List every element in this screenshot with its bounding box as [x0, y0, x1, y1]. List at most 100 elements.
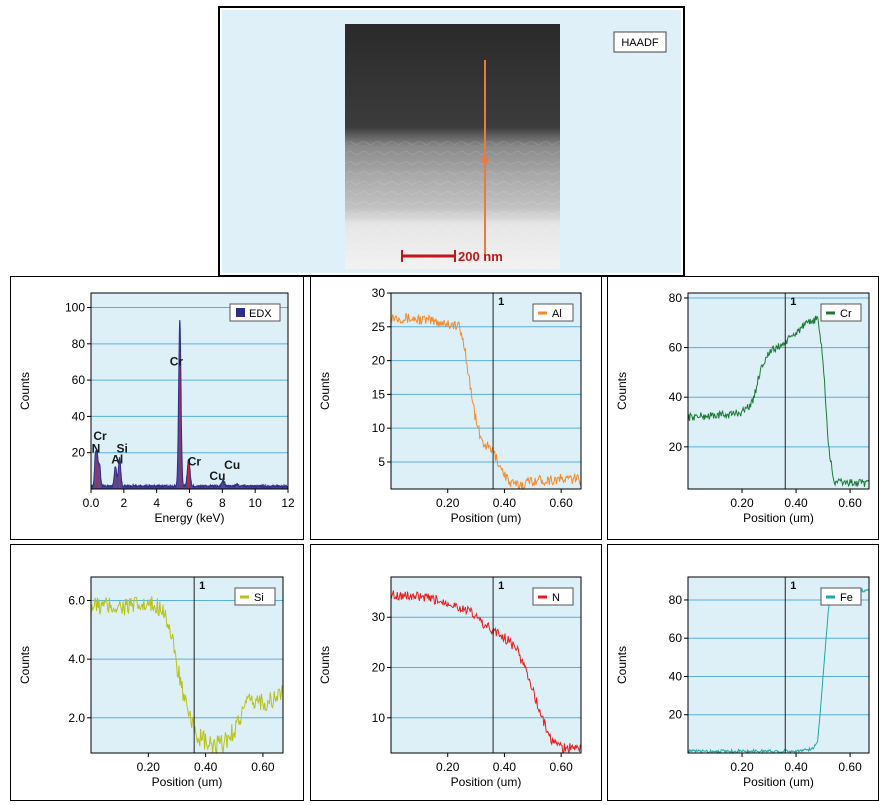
linescan-cursor-marker[interactable]: [481, 156, 489, 164]
y-tick-label: 15: [372, 387, 386, 401]
n-profile-chart: 10 20 30 0.20 0.40 0.60 1 N Position (um) Counts: [318, 576, 582, 789]
x-tick-label: 10: [248, 496, 262, 510]
fe-profile-chart: 20 40 60 80 0.20 0.40 0.60 1 Fe Position (um) Coun…: [615, 576, 870, 789]
scalebar: 200 nm: [401, 249, 503, 264]
plot-area: [391, 293, 581, 489]
position-cursor-label: 1: [498, 580, 504, 592]
cr-profile-panel: 20 40 60 80 0.20 0.40 0.60 1 Cr Position (um) Coun…: [607, 276, 879, 540]
haadf-image-svg: 200 nm HAADF: [222, 10, 681, 273]
legend: Fe: [820, 587, 862, 606]
y-tick-label: 5: [378, 455, 385, 469]
x-tick-label: 0.20: [730, 496, 754, 510]
cr-series-line: [687, 315, 870, 488]
legend-label: EDX: [249, 308, 272, 320]
legend-label: N: [552, 592, 560, 604]
y-tick-label: 40: [669, 669, 683, 683]
x-tick-label: 0.20: [137, 760, 161, 774]
x-tick-label: 0.40: [493, 760, 517, 774]
y-tick-label: 30: [372, 610, 386, 624]
x-tick-label: 6: [186, 496, 193, 510]
y-tick-label: 30: [372, 286, 386, 300]
haadf-image-frame: 200 nm HAADF: [218, 6, 685, 277]
y-tick-label: 80: [72, 337, 86, 351]
x-tick-label: 0.60: [838, 496, 862, 510]
x-tick-label: 0.60: [549, 496, 573, 510]
position-cursor-label: 1: [790, 580, 796, 592]
edx-element-label: Cr: [170, 355, 184, 369]
si-profile-panel: 2.0 4.0 6.0 0.20 0.40 0.60 1 Si Position (um) Cou…: [10, 544, 304, 801]
plot-frame: [390, 292, 582, 490]
al-profile-chart: 5 10 15 20 25 30 0.20 0.40 0.60 1 Al Position (um) C…: [318, 286, 582, 525]
x-axis-label: Position (um): [743, 511, 814, 525]
al-profile-panel: 5 10 15 20 25 30 0.20 0.40 0.60 1 Al Position (um) C…: [310, 276, 602, 540]
y-tick-label: 20: [669, 708, 683, 722]
y-tick-label: 4.0: [68, 652, 85, 666]
plot-area: [91, 293, 288, 489]
y-axis-label: Counts: [18, 646, 32, 684]
x-tick-label: 0.40: [784, 760, 808, 774]
legend-label: Cr: [840, 308, 852, 320]
position-cursor-label: 1: [498, 296, 504, 308]
legend-box: [532, 587, 574, 606]
legend-swatch: [236, 308, 245, 317]
y-axis-label: Counts: [18, 372, 32, 410]
si-profile-chart: 2.0 4.0 6.0 0.20 0.40 0.60 1 Si Position (um) Cou…: [18, 576, 284, 789]
y-tick-label: 20: [72, 446, 86, 460]
n-profile-panel: 10 20 30 0.20 0.40 0.60 1 N Position (um) Counts: [310, 544, 602, 801]
edx-element-label: Al: [111, 453, 123, 467]
al-series-line: [390, 312, 582, 491]
x-tick-label: 0.40: [784, 496, 808, 510]
position-cursor-label: 1: [199, 580, 205, 592]
plot-area: [688, 293, 869, 489]
position-cursor-label: 1: [790, 296, 796, 308]
x-tick-label: 0.20: [436, 760, 460, 774]
y-axis-label: Counts: [318, 646, 332, 684]
y-tick-label: 40: [72, 409, 86, 423]
y-tick-label: 2.0: [68, 711, 85, 725]
edx-element-label: Cr: [93, 429, 107, 443]
x-axis-label: Position (um): [451, 511, 522, 525]
x-tick-label: 0.60: [838, 760, 862, 774]
y-tick-label: 25: [372, 320, 386, 334]
y-axis-label: Counts: [318, 372, 332, 410]
plot-area: [688, 577, 869, 753]
edx-element-label: N: [92, 442, 101, 456]
x-tick-label: 2: [120, 496, 127, 510]
legend: N: [532, 587, 574, 606]
x-axis-label: Position (um): [152, 775, 223, 789]
y-axis-label: Counts: [615, 646, 629, 684]
cr-profile-chart: 20 40 60 80 0.20 0.40 0.60 1 Cr Position (um) Coun…: [615, 291, 870, 525]
y-tick-label: 60: [72, 373, 86, 387]
y-tick-label: 100: [65, 301, 85, 315]
plot-area: [391, 577, 581, 753]
n-series-line: [390, 590, 582, 754]
scalebar-label: 200 nm: [458, 249, 503, 264]
x-tick-label: 0.40: [493, 496, 517, 510]
legend: Cr: [820, 303, 862, 322]
x-tick-label: 0.0: [83, 496, 100, 510]
y-tick-label: 6.0: [68, 593, 85, 607]
x-tick-label: 8: [219, 496, 226, 510]
legend-box: [234, 587, 276, 606]
y-tick-label: 10: [372, 421, 386, 435]
x-tick-label: 0.20: [730, 760, 754, 774]
edx-element-label: Si: [117, 442, 128, 456]
edx-element-label: Cu: [224, 458, 240, 472]
plot-frame: [90, 292, 289, 490]
y-axis-label: Counts: [615, 372, 629, 410]
legend-label: Al: [552, 308, 562, 320]
legend-box: [820, 303, 862, 322]
y-tick-label: 40: [669, 390, 683, 404]
legend-box: [532, 303, 574, 322]
edx-element-label: Cu: [209, 469, 225, 483]
x-tick-label: 0.40: [194, 760, 218, 774]
x-axis-label: Energy (keV): [154, 511, 224, 525]
legend-label: Si: [254, 592, 264, 604]
plot-frame: [90, 576, 284, 754]
legend: Si: [234, 587, 276, 606]
fe-profile-panel: 20 40 60 80 0.20 0.40 0.60 1 Fe Position (um) Coun…: [607, 544, 879, 801]
x-tick-label: 0.20: [436, 496, 460, 510]
y-tick-label: 80: [669, 593, 683, 607]
edx-element-label: Cr: [188, 454, 202, 468]
x-tick-label: 4: [153, 496, 160, 510]
